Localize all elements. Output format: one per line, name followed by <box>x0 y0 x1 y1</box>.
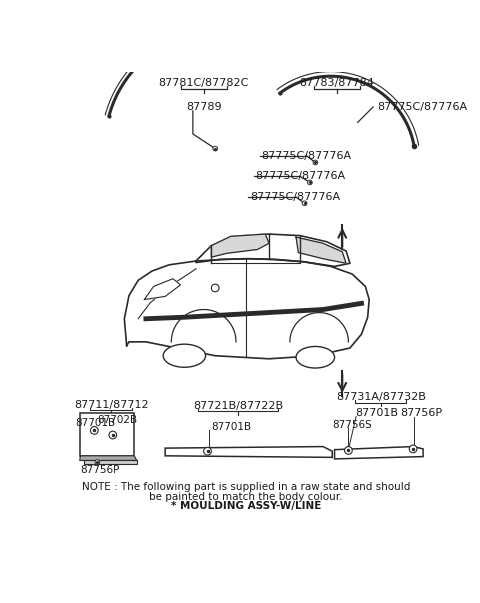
Text: 87781C/87782C: 87781C/87782C <box>158 78 249 88</box>
Circle shape <box>313 160 318 165</box>
Text: 87701B: 87701B <box>355 408 398 418</box>
Polygon shape <box>165 447 332 457</box>
Text: 87711/87712: 87711/87712 <box>74 400 149 410</box>
FancyBboxPatch shape <box>81 414 134 456</box>
Text: 87775C/87776A: 87775C/87776A <box>262 151 351 160</box>
Circle shape <box>409 445 417 453</box>
Circle shape <box>213 147 217 151</box>
Text: 87789: 87789 <box>187 102 222 112</box>
Circle shape <box>345 447 352 454</box>
Text: 87721B/87722B: 87721B/87722B <box>193 401 283 411</box>
Circle shape <box>308 180 312 185</box>
Polygon shape <box>84 459 137 464</box>
Text: NOTE : The following part is supplied in a raw state and should: NOTE : The following part is supplied in… <box>82 482 410 491</box>
Circle shape <box>211 284 219 292</box>
Text: be painted to match the body colour.: be painted to match the body colour. <box>149 491 343 502</box>
Polygon shape <box>296 237 346 264</box>
Text: 87756P: 87756P <box>400 408 442 418</box>
Circle shape <box>109 431 117 439</box>
Polygon shape <box>144 279 180 300</box>
Text: 87775C/87776A: 87775C/87776A <box>377 102 467 112</box>
Circle shape <box>204 447 211 455</box>
Polygon shape <box>80 456 137 461</box>
Circle shape <box>302 201 307 206</box>
Polygon shape <box>335 447 423 459</box>
Polygon shape <box>211 234 269 257</box>
Text: 87756P: 87756P <box>81 465 120 475</box>
Ellipse shape <box>296 347 335 368</box>
Text: 87731A/87732B: 87731A/87732B <box>336 393 426 402</box>
Circle shape <box>90 426 98 434</box>
Ellipse shape <box>163 344 205 367</box>
Text: 87701B: 87701B <box>75 418 115 428</box>
Polygon shape <box>124 259 369 359</box>
Text: * MOULDING ASSY-W/LINE: * MOULDING ASSY-W/LINE <box>171 501 321 511</box>
Text: 87702B: 87702B <box>97 415 137 425</box>
Text: 87701B: 87701B <box>211 421 252 432</box>
Circle shape <box>95 459 100 464</box>
Text: 87783/87784: 87783/87784 <box>300 78 374 88</box>
Polygon shape <box>196 234 350 267</box>
Text: 87756S: 87756S <box>332 420 372 430</box>
Text: 87775C/87776A: 87775C/87776A <box>250 192 340 202</box>
Text: 87775C/87776A: 87775C/87776A <box>255 171 346 182</box>
